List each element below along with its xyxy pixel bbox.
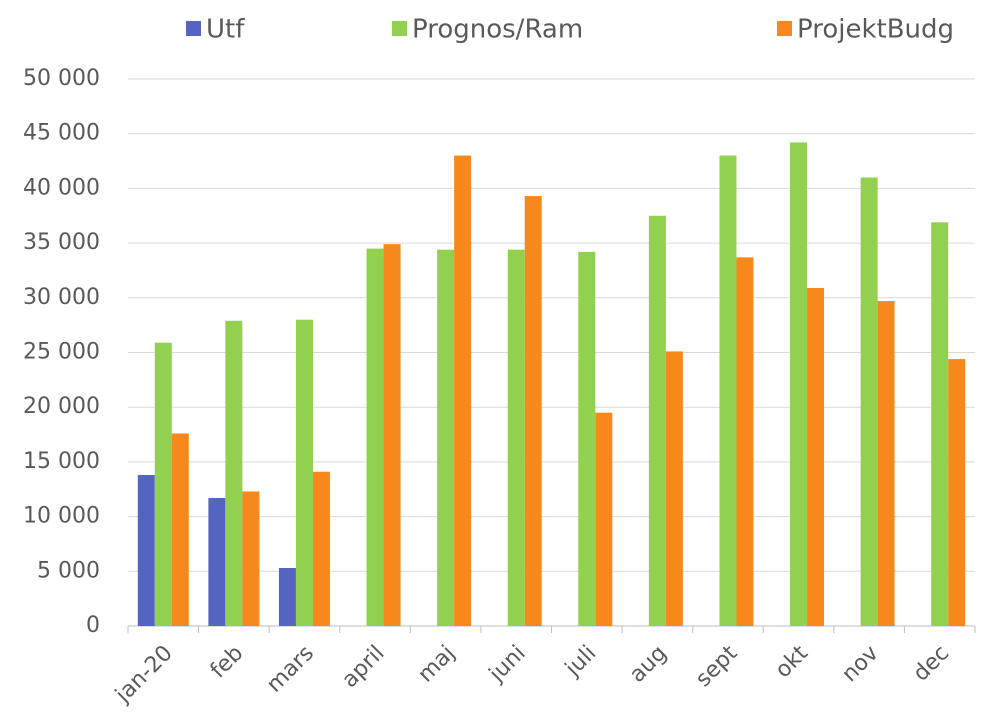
bar <box>736 257 754 626</box>
legend-swatch <box>777 21 792 36</box>
bar <box>171 433 189 626</box>
y-tick-label: 15 000 <box>23 449 100 474</box>
y-tick-label: 30 000 <box>23 285 100 310</box>
bar <box>595 412 613 626</box>
bar <box>648 215 666 626</box>
bar <box>137 475 155 626</box>
y-tick-label: 20 000 <box>23 394 100 419</box>
legend-swatch <box>186 21 201 36</box>
bar <box>931 222 949 626</box>
bar <box>208 498 226 626</box>
legend-label: ProjektBudg <box>797 15 954 45</box>
y-tick-label: 35 000 <box>23 230 100 255</box>
bar <box>524 196 542 627</box>
legend-label: Prognos/Ram <box>412 15 583 45</box>
x-tick-label: nov <box>837 641 883 687</box>
bar <box>719 155 737 626</box>
bar <box>312 471 330 626</box>
bar <box>383 244 401 626</box>
y-tick-label: 5 000 <box>37 558 100 583</box>
x-tick-label: dec <box>909 641 955 687</box>
y-tick-label: 50 000 <box>23 66 100 91</box>
x-tick-label: feb <box>206 641 249 684</box>
legend-swatch <box>392 21 407 36</box>
y-tick-label: 40 000 <box>23 175 100 200</box>
x-tick-label: april <box>337 641 389 693</box>
legend-label: Utf <box>206 15 245 45</box>
x-tick-label: maj <box>413 641 460 688</box>
bar <box>790 142 808 626</box>
bar <box>225 320 243 626</box>
bar <box>948 359 966 626</box>
x-tick-label: jan-20 <box>110 641 178 709</box>
bar <box>154 342 172 626</box>
x-tick-label: okt <box>771 641 814 684</box>
bar <box>807 287 825 626</box>
bar <box>278 568 296 626</box>
y-tick-label: 25 000 <box>23 340 100 365</box>
x-tick-label: juli <box>560 641 601 682</box>
bar <box>860 177 878 626</box>
bar <box>437 249 455 626</box>
x-tick-label: aug <box>625 641 672 688</box>
y-tick-label: 10 000 <box>23 504 100 529</box>
bar <box>295 319 313 626</box>
bar <box>366 248 384 626</box>
bar <box>877 301 895 626</box>
bar <box>578 251 596 627</box>
x-tick-label: juni <box>484 641 531 688</box>
bar <box>665 351 683 626</box>
bar <box>454 155 472 626</box>
bar <box>507 249 525 626</box>
bar <box>242 491 260 626</box>
y-tick-label: 45 000 <box>23 121 100 146</box>
x-tick-label: sept <box>691 641 743 693</box>
y-tick-label: 0 <box>86 613 100 638</box>
x-tick-label: mars <box>262 641 319 698</box>
